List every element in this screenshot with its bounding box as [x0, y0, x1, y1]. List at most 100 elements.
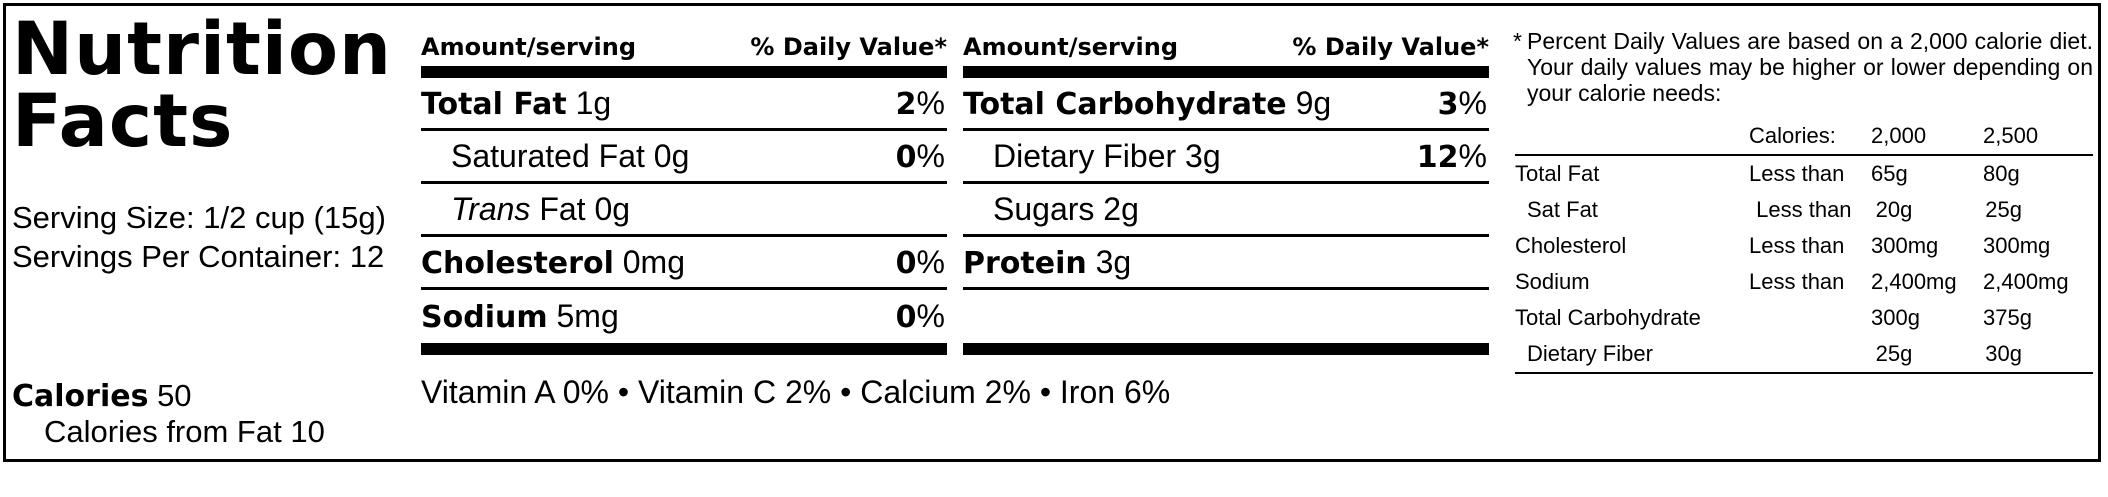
dv-2000-value: 300g	[1871, 305, 1920, 330]
nutrient-name-italic: Trans	[451, 190, 531, 227]
table-row: Total Carbohydrate 300g 375g	[1515, 300, 2093, 336]
thick-divider	[421, 66, 947, 78]
nutrient-amount: 3g	[1095, 243, 1132, 280]
servings-per-container: Servings Per Container: 12	[12, 239, 385, 274]
nutrient-row-dietary-fiber: Dietary Fiber 3g 12%	[963, 131, 1489, 184]
percent-sign: %	[916, 243, 945, 280]
vitamins-minerals: Vitamin A 0% • Vitamin C 2% • Calcium 2%…	[421, 374, 1171, 410]
daily-value-header: % Daily Value*	[1292, 33, 1489, 61]
thick-divider	[963, 343, 1489, 355]
dv-2500-value: 375g	[1983, 305, 2032, 330]
daily-value-footnote: * Percent Daily Values are based on a 2,…	[1513, 28, 2093, 106]
title-line-1: Nutrition	[12, 7, 393, 92]
dv-table-header: Calories: 2,000 2,500	[1515, 118, 2093, 156]
nutrient-amount: 9g	[1295, 84, 1332, 121]
nutrient-row-total-carbohydrate: Total Carbohydrate 9g 3%	[963, 78, 1489, 131]
dv-2000-value: 25g	[1875, 341, 1913, 366]
nutrient-name: Dietary Fiber	[993, 137, 1177, 174]
nutrient-row-cholesterol: Cholesterol 0mg 0%	[421, 237, 947, 290]
nutrient-name: Cholesterol	[421, 245, 614, 281]
nutrient-table-right: Amount/serving % Daily Value* Total Carb…	[963, 28, 1489, 355]
nutrient-row-empty	[963, 290, 1489, 343]
nutrient-amount: 0g	[653, 137, 690, 174]
table-row: Total Fat Less than 65g 80g	[1515, 156, 2093, 192]
percent-sign: %	[916, 298, 945, 334]
table-row: Dietary Fiber 25g 30g	[1515, 336, 2093, 374]
serving-info: Serving Size: 1/2 cup (15g) Servings Per…	[12, 198, 392, 276]
dv-2500-value: 300mg	[1983, 233, 2051, 258]
amount-serving-header: Amount/serving	[421, 33, 637, 61]
dv-header-calories: Calories:	[1749, 123, 1836, 148]
nutrient-percent: 12	[1416, 139, 1459, 175]
dv-2000-value: 65g	[1871, 161, 1908, 186]
nutrient-name: Total Carbohydrate	[963, 86, 1287, 122]
nutrient-name: Saturated Fat	[451, 137, 645, 174]
dv-2500-value: 25g	[1985, 197, 2022, 222]
amount-serving-header: Amount/serving	[963, 33, 1179, 61]
dv-qualifier: Less than	[1749, 269, 1845, 294]
nutrient-amount: 0mg	[622, 243, 685, 280]
nutrient-percent: 0	[895, 139, 917, 175]
dv-header-2500: 2,500	[1983, 123, 2039, 148]
dv-2000-value: 2,400mg	[1871, 269, 1957, 294]
dv-qualifier: Less than	[1749, 161, 1845, 186]
dv-2000-value: 300mg	[1871, 233, 1939, 258]
percent-sign: %	[1458, 137, 1487, 174]
nutrient-row-protein: Protein 3g	[963, 237, 1489, 290]
footnote-text: Percent Daily Values are based on a 2,00…	[1527, 28, 2093, 106]
dv-nutrient: Sat Fat	[1527, 197, 1598, 222]
table-row: Cholesterol Less than 300mg 300mg	[1515, 228, 2093, 264]
nutrient-row-sugars: Sugars 2g	[963, 184, 1489, 237]
nutrient-name: Total Fat	[421, 86, 567, 122]
nutrient-name: Protein	[963, 245, 1087, 281]
dv-2500-value: 2,400mg	[1983, 269, 2069, 294]
thick-divider	[963, 66, 1489, 78]
dv-qualifier: Less than	[1749, 233, 1845, 258]
footnote-star: *	[1513, 28, 1522, 54]
percent-sign: %	[916, 137, 945, 174]
thick-divider	[421, 343, 947, 355]
daily-value-reference-table: Calories: 2,000 2,500 Total Fat Less tha…	[1515, 118, 2093, 374]
nutrient-percent: 3	[1437, 86, 1459, 122]
nutrient-table-left: Amount/serving % Daily Value* Total Fat …	[421, 28, 947, 355]
dv-nutrient: Dietary Fiber	[1527, 341, 1653, 366]
nutrient-amount: 0g	[594, 190, 631, 227]
nutrient-name: Fat	[539, 190, 586, 227]
calories-label: Calories	[12, 379, 149, 414]
dv-nutrient: Total Fat	[1515, 161, 1600, 186]
table-header: Amount/serving % Daily Value*	[421, 28, 947, 66]
dv-2000-value: 20g	[1875, 197, 1913, 222]
percent-sign: %	[916, 84, 945, 121]
nutrient-amount: 2g	[1103, 190, 1139, 227]
table-header: Amount/serving % Daily Value*	[963, 28, 1489, 66]
nutrient-amount: 1g	[575, 84, 612, 121]
nutrient-percent: 0	[895, 300, 917, 335]
nutrient-row-trans-fat: Trans Fat 0g	[421, 184, 947, 237]
nutrient-percent: 0	[895, 245, 917, 281]
title-line-2: Facts	[12, 79, 234, 164]
dv-qualifier: Less than	[1756, 197, 1852, 222]
nutrient-amount: 5mg	[556, 298, 619, 334]
nutrient-percent: 2	[895, 86, 917, 122]
nutrient-name: Sugars	[993, 190, 1095, 227]
nutrient-name: Sodium	[421, 300, 548, 335]
calories-line: Calories 50	[12, 378, 192, 415]
percent-sign: %	[1458, 84, 1487, 121]
dv-2500-value: 30g	[1985, 341, 2022, 366]
dv-nutrient: Cholesterol	[1515, 233, 1627, 258]
nutrient-row-total-fat: Total Fat 1g 2%	[421, 78, 947, 131]
nutrient-amount: 3g	[1185, 137, 1221, 174]
nutrition-facts-title: Nutrition Facts	[12, 7, 393, 164]
calories-from-fat: Calories from Fat 10	[44, 414, 325, 449]
nutrition-label-border	[3, 3, 2101, 462]
serving-size: Serving Size: 1/2 cup (15g)	[12, 200, 386, 235]
daily-value-header: % Daily Value*	[750, 33, 947, 61]
dv-2500-value: 80g	[1983, 161, 2020, 186]
table-row: Sat Fat Less than 20g 25g	[1515, 192, 2093, 228]
nutrient-row-saturated-fat: Saturated Fat 0g 0%	[421, 131, 947, 184]
calories-value: 50	[157, 378, 192, 413]
table-row: Sodium Less than 2,400mg 2,400mg	[1515, 264, 2093, 300]
dv-header-2000: 2,000	[1871, 123, 1927, 148]
dv-nutrient: Sodium	[1515, 269, 1590, 294]
dv-nutrient: Total Carbohydrate	[1515, 305, 1701, 330]
